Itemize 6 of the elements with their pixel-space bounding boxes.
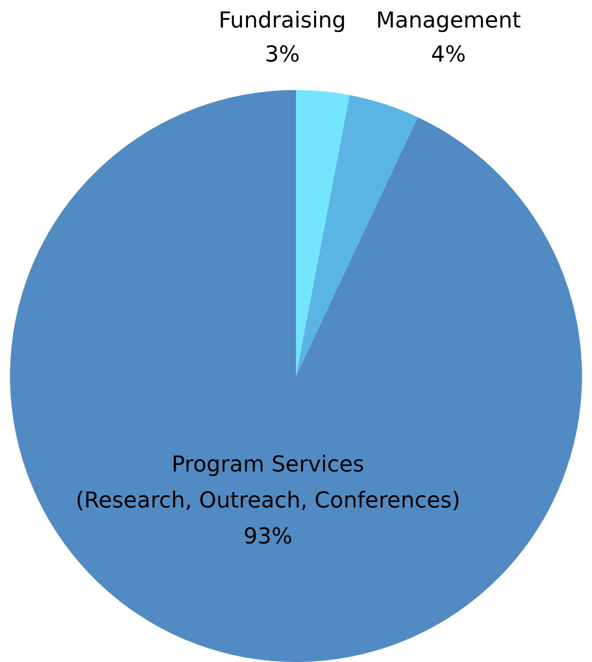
data-label: 4%: [431, 42, 466, 68]
slice-label: Program Services (Research, Outreach, Conferences): [76, 452, 460, 514]
slice-label: Fundraising: [218, 8, 346, 34]
data-label: 93%: [243, 524, 292, 550]
data-label: 3%: [264, 42, 300, 68]
slice-label: Management: [376, 8, 522, 34]
